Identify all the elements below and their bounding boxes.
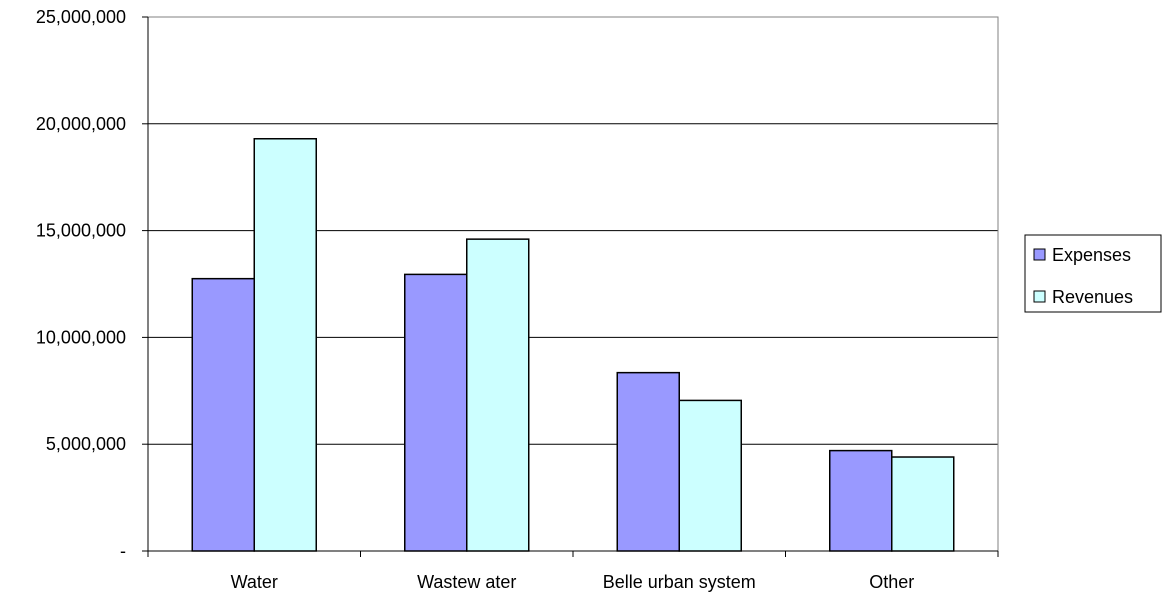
y-tick-label: 5,000,000 <box>46 434 126 454</box>
bar-revenues-0 <box>253 138 317 552</box>
y-axis-ticks: - 5,000,000 10,000,000 15,000,000 20,000,000… <box>36 7 148 561</box>
legend-label-expenses: Expenses <box>1052 245 1131 265</box>
x-tick-label: Belle urban system <box>603 572 756 592</box>
x-tick-label: Other <box>869 572 914 592</box>
y-tick-label: 20,000,000 <box>36 114 126 134</box>
bar-expenses-3 <box>829 449 893 552</box>
bar-revenues-3 <box>891 456 955 552</box>
legend-swatch-revenues <box>1033 290 1046 303</box>
y-tick-label: - <box>120 541 126 561</box>
bars <box>191 138 955 552</box>
bar-expenses-0 <box>191 277 255 552</box>
legend-box <box>1024 234 1162 313</box>
bar-expenses-1 <box>404 273 468 552</box>
bar-expenses-2 <box>616 371 680 552</box>
legend-swatch-expenses <box>1033 248 1046 261</box>
y-tick-label: 25,000,000 <box>36 7 126 27</box>
x-axis-ticks: Water Wastew ater Belle urban system Other <box>147 551 999 592</box>
x-tick-label: Water <box>231 572 278 592</box>
bar-revenues-1 <box>466 238 530 552</box>
x-tick-label: Wastew ater <box>417 572 516 592</box>
bar-revenues-2 <box>678 399 742 552</box>
y-tick-label: 15,000,000 <box>36 221 126 241</box>
y-tick-label: 10,000,000 <box>36 327 126 347</box>
legend-label-revenues: Revenues <box>1052 287 1133 307</box>
legend: Expenses Revenues <box>1024 234 1162 313</box>
